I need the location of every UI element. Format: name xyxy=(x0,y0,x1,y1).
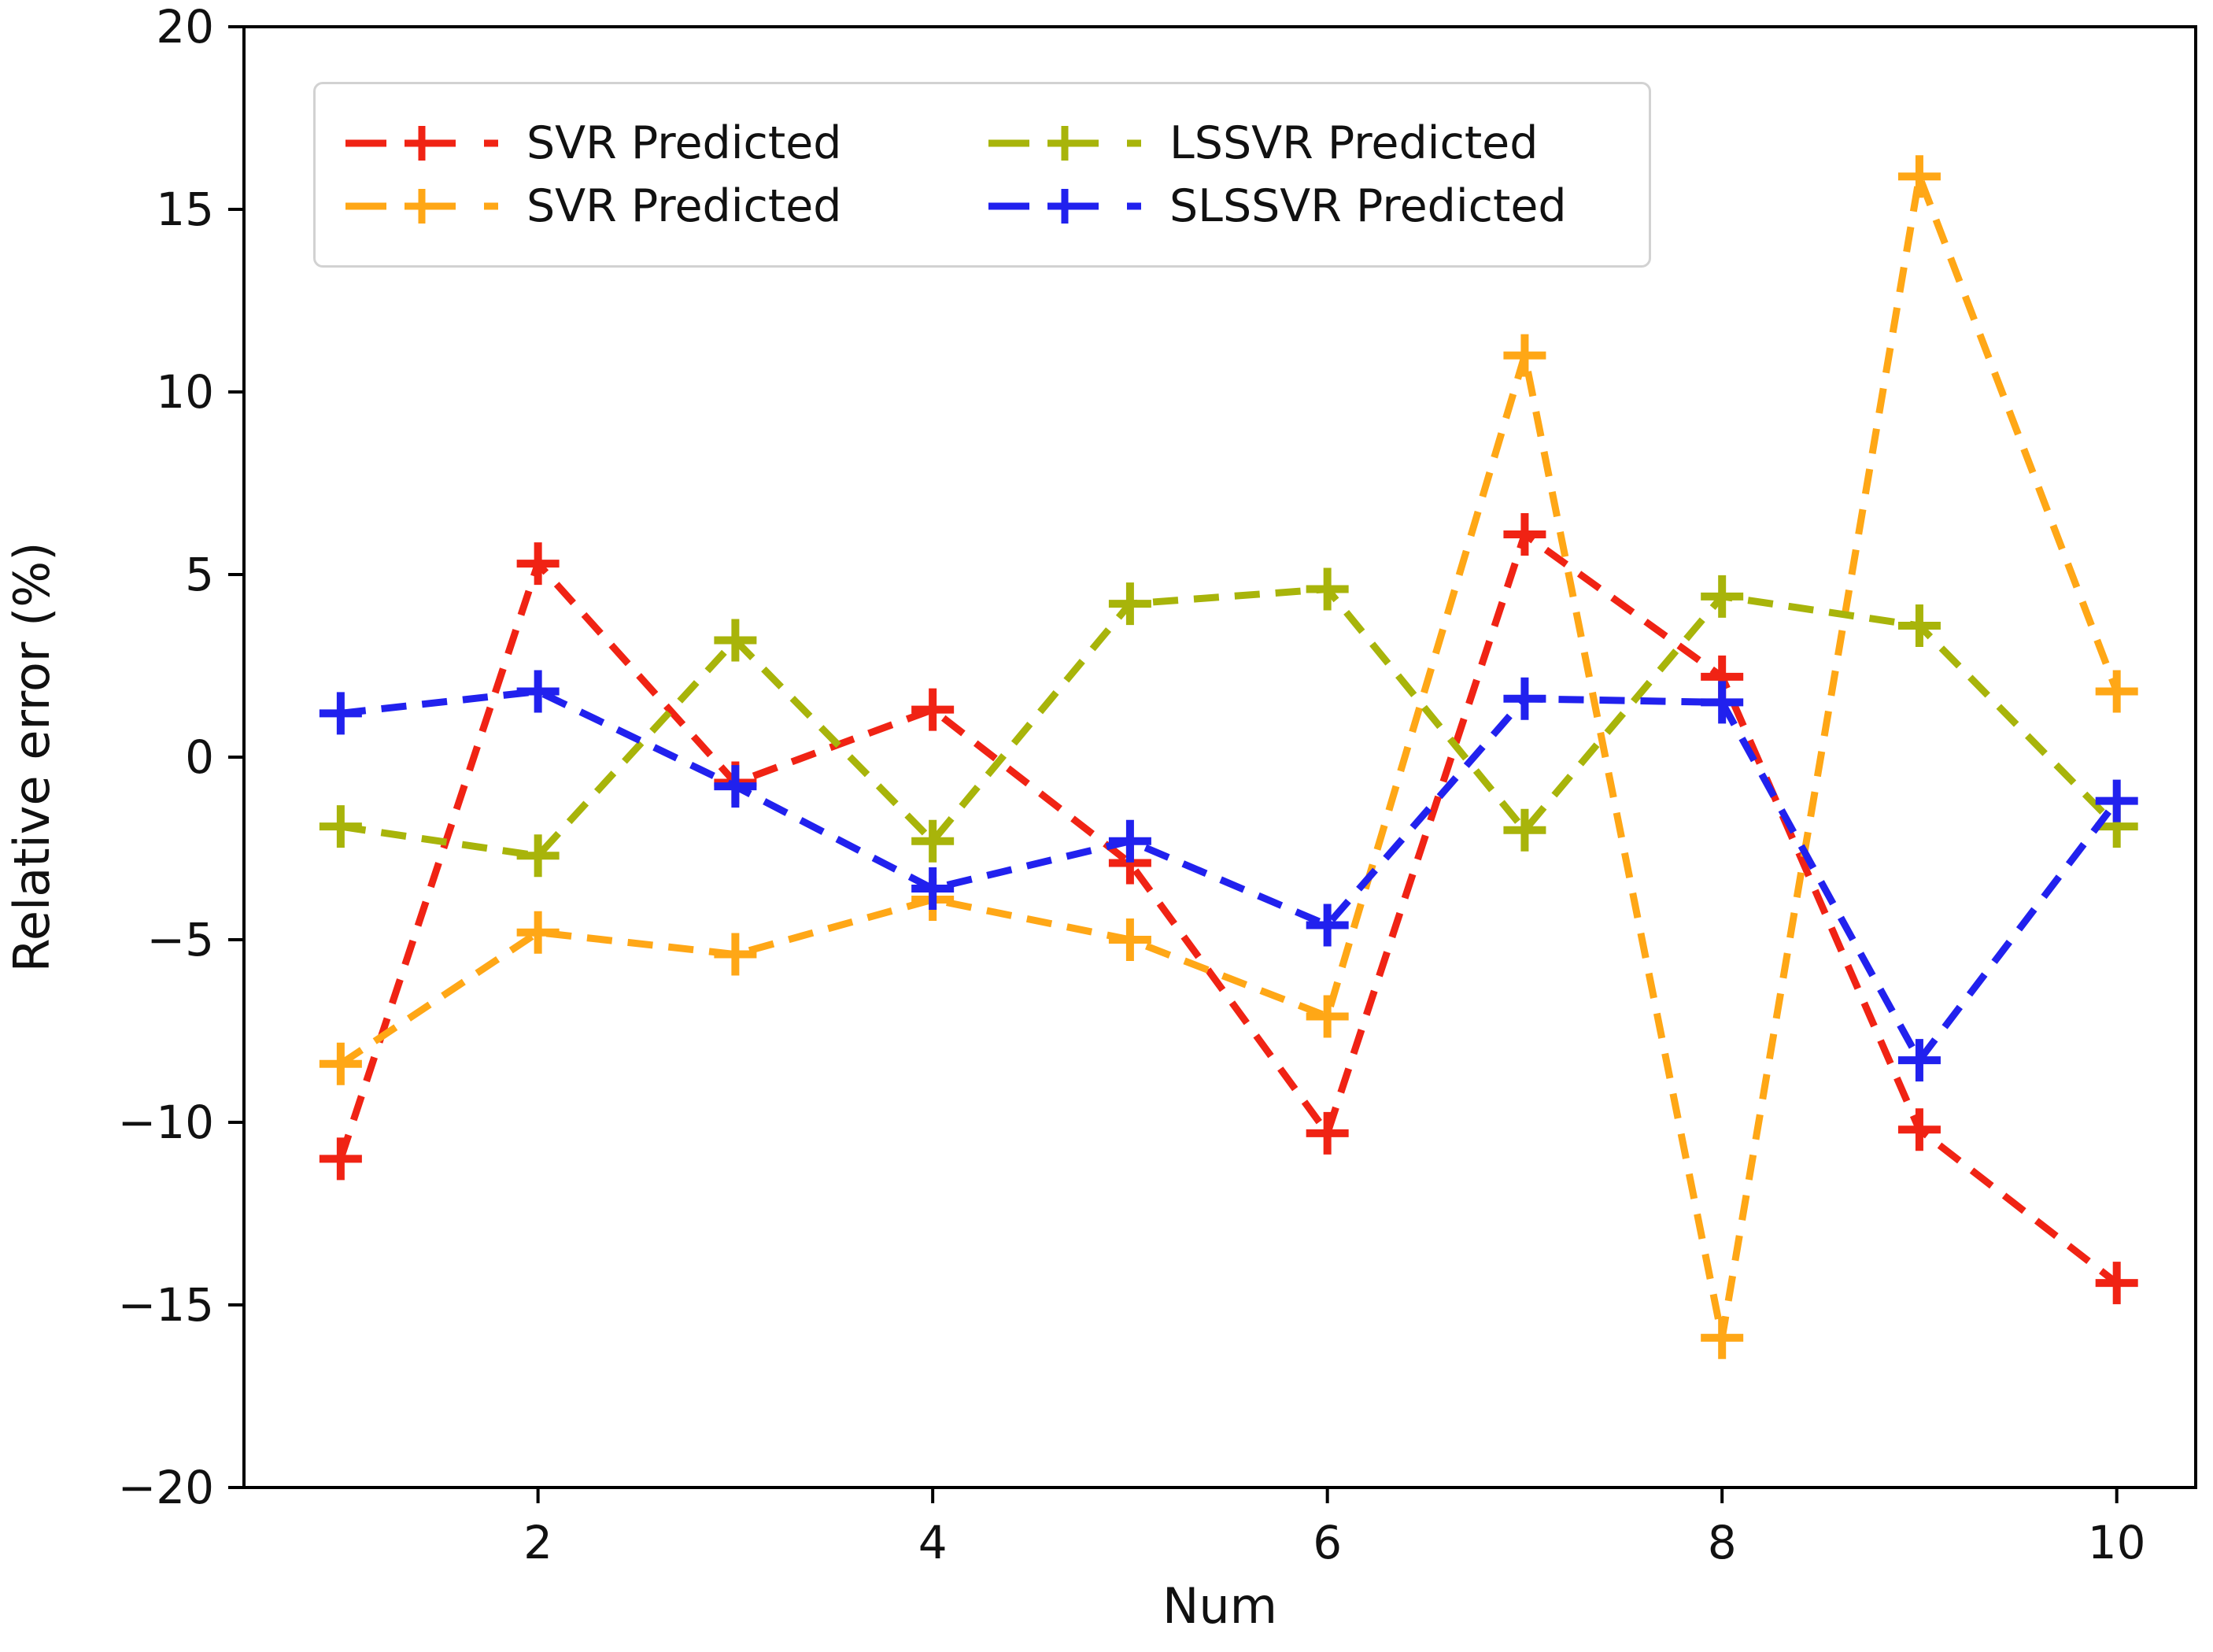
y-tick-label: 5 xyxy=(185,548,214,601)
y-tick-label: −10 xyxy=(118,1096,214,1149)
legend-entry-svr-orange: SVR Predicted xyxy=(339,180,982,232)
y-tick-label: 15 xyxy=(156,183,214,236)
plus-marker xyxy=(1306,995,1349,1038)
plus-marker xyxy=(1108,582,1151,626)
y-tick-label: −15 xyxy=(118,1278,214,1332)
plus-marker xyxy=(1306,904,1349,947)
plus-marker xyxy=(1701,681,1744,724)
legend-entry-svr-red: SVR Predicted xyxy=(339,117,982,169)
plus-marker xyxy=(1897,604,1941,647)
plus-marker xyxy=(1701,1316,1744,1359)
plus-marker xyxy=(319,1137,362,1181)
series-line-2-lssvr-predicted xyxy=(340,585,2119,860)
dashed-line-plus-marker-icon xyxy=(988,126,1141,161)
x-tick-label: 8 xyxy=(1708,1516,1737,1569)
series-line-1-svr-predicted xyxy=(338,163,2120,1339)
y-tick-label: −20 xyxy=(118,1461,214,1514)
plus-marker xyxy=(319,1042,362,1085)
plus-marker xyxy=(1503,512,1546,556)
plus-marker xyxy=(1897,155,1941,198)
plus-marker xyxy=(2095,779,2138,822)
plus-marker xyxy=(1897,1108,1941,1151)
x-axis-label: Num xyxy=(1162,1577,1277,1635)
y-tick-label: 10 xyxy=(156,365,214,419)
dashed-line-plus-marker-icon xyxy=(988,189,1141,224)
series-line-0-svr-predicted xyxy=(337,528,2119,1286)
plus-marker xyxy=(2095,670,2138,713)
plus-marker xyxy=(1108,918,1151,961)
legend-label: LSSVR Predicted xyxy=(1169,117,1539,169)
legend-entry-lssvr: LSSVR Predicted xyxy=(982,117,1625,169)
y-tick-label: 20 xyxy=(156,0,214,54)
plus-marker xyxy=(516,670,560,713)
plus-marker xyxy=(714,619,757,662)
x-tick-label: 10 xyxy=(2088,1516,2146,1569)
legend: SVR Predicted LSSVR Predicted SVR Predic… xyxy=(313,82,1651,268)
plus-marker xyxy=(1701,575,1744,618)
y-axis-label: Relative error (%) xyxy=(3,542,61,973)
dashed-line-plus-marker-icon xyxy=(345,189,498,224)
plus-marker xyxy=(2095,1262,2138,1305)
plus-marker xyxy=(516,542,560,586)
series-line-3-slssvr-predicted xyxy=(340,687,2120,1067)
dashed-line-plus-marker-icon xyxy=(345,126,498,161)
y-tick-label: 0 xyxy=(185,730,214,784)
plus-marker xyxy=(319,805,362,848)
x-tick-label: 6 xyxy=(1313,1516,1342,1569)
plus-marker xyxy=(911,688,955,731)
x-tick-label: 4 xyxy=(918,1516,948,1569)
plus-marker xyxy=(516,834,560,878)
plus-marker xyxy=(714,765,757,808)
legend-label: SLSSVR Predicted xyxy=(1169,180,1567,232)
plus-marker xyxy=(319,692,362,735)
plus-marker xyxy=(1306,1111,1349,1155)
plus-marker xyxy=(911,867,955,911)
plus-marker xyxy=(1503,677,1546,720)
legend-label: SVR Predicted xyxy=(526,117,842,169)
plus-marker xyxy=(1503,808,1546,852)
plus-marker xyxy=(1503,334,1546,377)
x-tick-label: 2 xyxy=(523,1516,552,1569)
plus-marker xyxy=(911,819,955,863)
plot-area: 2 4 6 8 10 −20 −15 −10 −5 0 5 10 15 20 xyxy=(118,0,2197,1569)
legend-label: SVR Predicted xyxy=(526,180,842,232)
legend-entry-slssvr: SLSSVR Predicted xyxy=(982,180,1625,232)
plus-marker xyxy=(1897,1039,1941,1082)
plus-marker xyxy=(1108,819,1151,863)
plus-marker xyxy=(1306,567,1349,611)
plus-marker xyxy=(714,933,757,976)
y-tick-label: −5 xyxy=(147,913,215,966)
plus-marker xyxy=(516,911,560,954)
